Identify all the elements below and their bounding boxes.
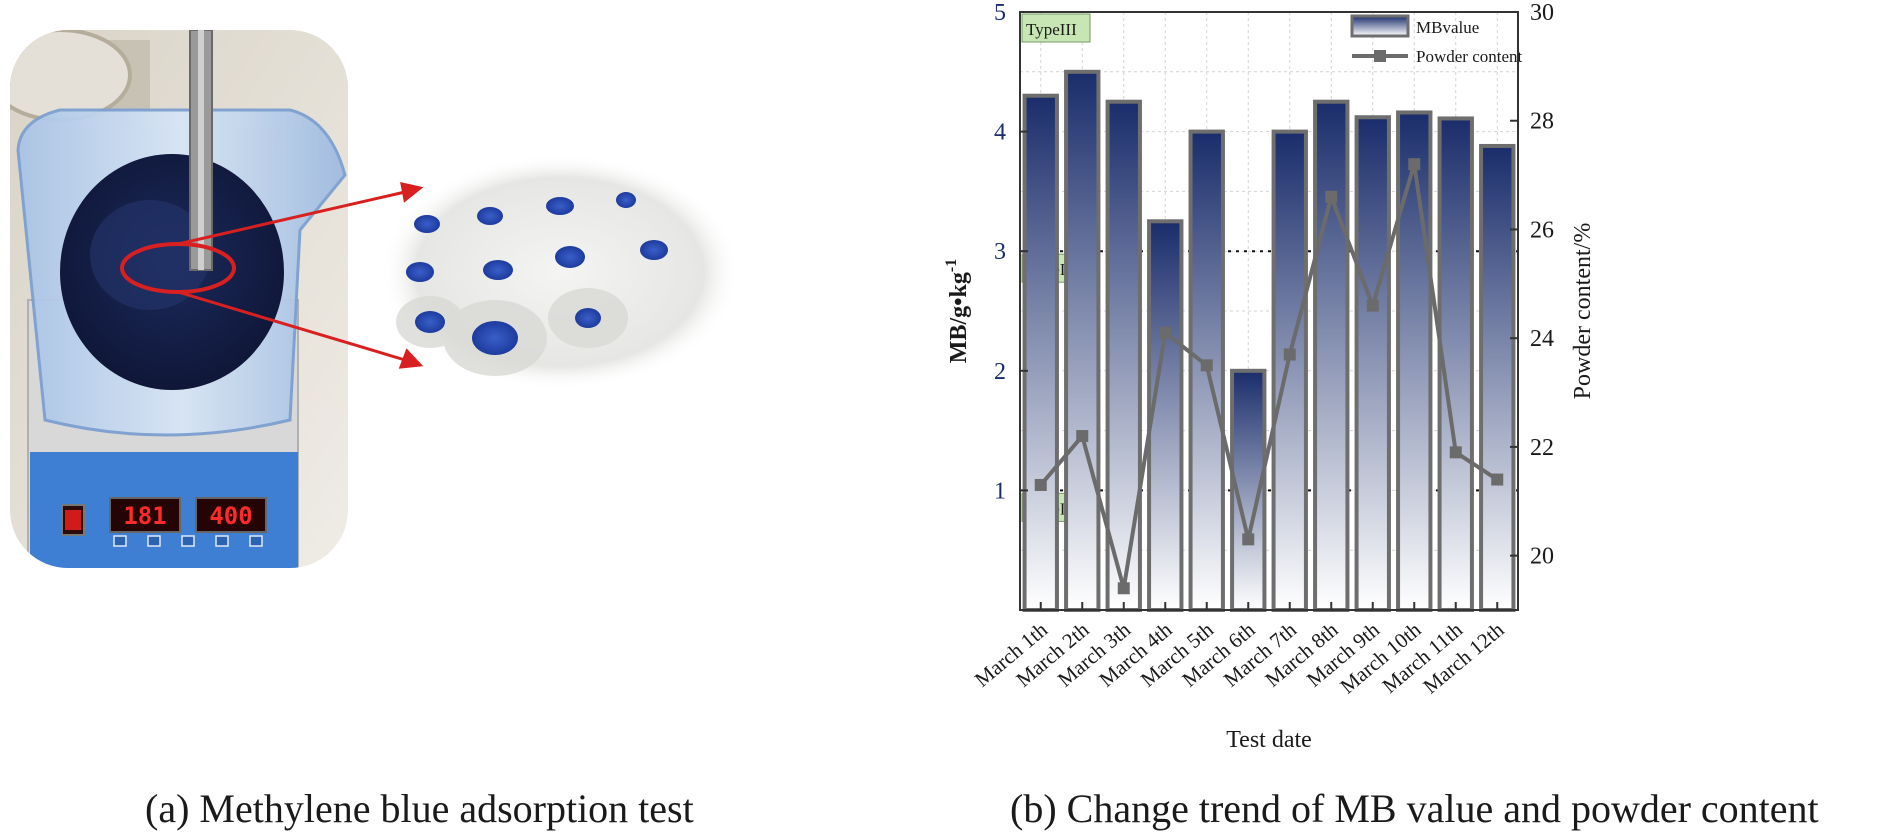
point-powder-content [1408, 158, 1421, 171]
bar-mb-value [1479, 143, 1516, 612]
y2-tick-label: 20 [1530, 544, 1554, 570]
point-powder-content [1200, 359, 1213, 372]
stirrer-display-temp: 400 [209, 502, 252, 530]
point-powder-content [1283, 348, 1296, 361]
stirrer-photo: 181 400 [10, 30, 348, 568]
point-powder-content [1449, 446, 1462, 459]
y-tick-label: 2 [994, 359, 1006, 385]
y2-axis-title: Powder content/% [1570, 223, 1596, 400]
point-powder-content [1076, 430, 1089, 443]
powder-line [1034, 158, 1504, 595]
zoom-arrows [177, 182, 424, 369]
y-axis-title: MB/g•kg-1 [943, 259, 972, 363]
legend-label-powder: Powder content [1416, 47, 1523, 66]
caption-b: (b) Change trend of MB value and powder … [1010, 786, 1819, 831]
point-powder-content [1325, 190, 1338, 203]
methylene-blue-test-photo: 181 400 [10, 30, 740, 568]
stirrer-display-speed: 181 [123, 502, 166, 530]
caption-a: (a) Methylene blue adsorption test [145, 786, 694, 831]
point-powder-content [1159, 326, 1172, 339]
legend: MBvalue Powder content [1350, 14, 1523, 66]
bar-mb-value [1313, 99, 1350, 612]
point-powder-content [1242, 533, 1255, 546]
y-tick-label: 4 [994, 120, 1006, 146]
bar-mb-value [1396, 110, 1433, 613]
y2-tick-label: 26 [1530, 217, 1554, 243]
y2-tick-label: 22 [1530, 435, 1554, 461]
y-axis-title-superscript: -1 [943, 259, 960, 272]
y-tick-label: 1 [994, 478, 1006, 504]
point-powder-content [1117, 582, 1130, 595]
bar-mb-value [1022, 93, 1059, 613]
plot-frame [1019, 11, 1519, 611]
legend-line-marker [1374, 50, 1386, 62]
y-axis-title-main: MB/g•kg [946, 272, 972, 363]
bar-mb-value [1354, 115, 1391, 613]
bar-mb-value [1147, 219, 1184, 613]
bar-mb-value [1105, 99, 1142, 612]
x-axis-title: Test date [1226, 727, 1312, 753]
threshold-label: TypeIII [1026, 20, 1077, 39]
bar-mb-value [1271, 129, 1308, 612]
point-powder-content [1491, 473, 1504, 486]
threshold-label-box [1021, 13, 1091, 43]
mb-powder-chart: TypeITypeIITypeIII 12345202224262830Marc… [943, 0, 1596, 753]
y2-tick-label: 30 [1530, 0, 1554, 26]
legend-label-mb: MBvalue [1416, 18, 1479, 37]
bar-mb-value [1064, 69, 1101, 613]
y-tick-label: 5 [994, 0, 1006, 26]
legend-bar-swatch [1350, 14, 1410, 38]
filter-paper-spots [380, 154, 740, 390]
y-tick-label: 3 [994, 239, 1006, 265]
point-powder-content [1034, 478, 1047, 491]
point-powder-content [1366, 299, 1379, 312]
line-powder-content [1039, 163, 1499, 589]
y2-tick-label: 24 [1530, 326, 1554, 352]
y2-tick-label: 28 [1530, 109, 1554, 135]
